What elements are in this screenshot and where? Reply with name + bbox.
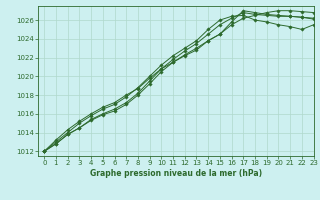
X-axis label: Graphe pression niveau de la mer (hPa): Graphe pression niveau de la mer (hPa) — [90, 169, 262, 178]
